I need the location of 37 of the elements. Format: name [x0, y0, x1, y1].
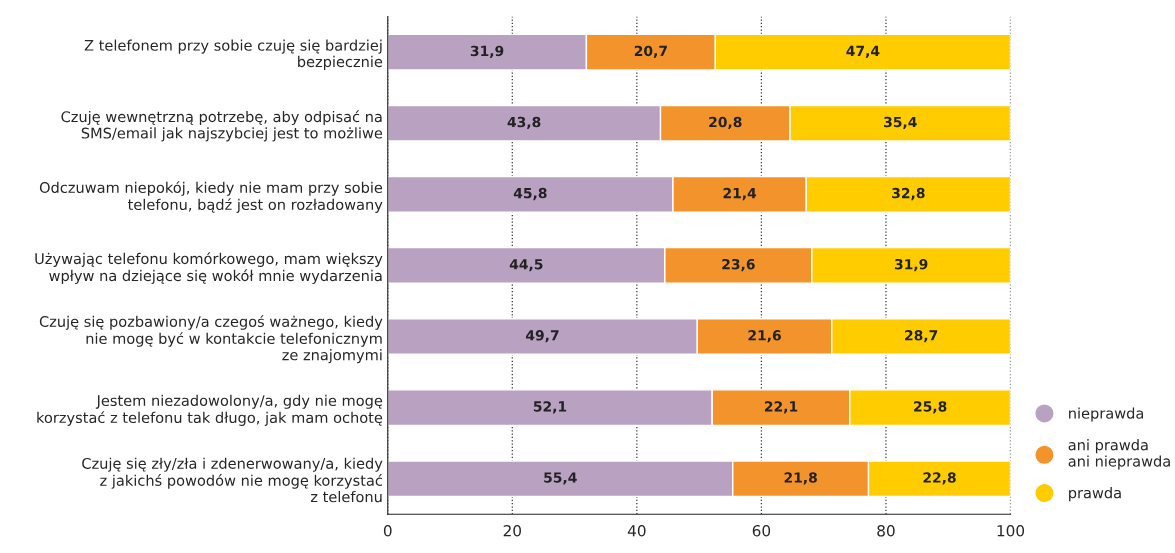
y-tick-label: Odczuwam niepokój, kiedy nie mam przy sobie telefonu, bądź jest on rozładowany — [39, 181, 383, 213]
data-label: 25,8 — [914, 401, 947, 414]
x-tick-label: 40 — [627, 524, 646, 537]
y-tick-label: Używając telefonu komórkowego, mam większy wpływ na dziejące się wokół mnie wydarzenia — [35, 252, 383, 284]
data-label: 22,1 — [764, 401, 798, 414]
data-label: 32,8 — [892, 187, 925, 201]
y-tick-label: Jestem niezadowolony/a, gdy nie mogę korzystać z telefonu tak długo, jak mam ochotę — [37, 394, 383, 426]
legend-label: nieprawda — [1069, 407, 1144, 422]
data-label: 35,4 — [884, 116, 917, 130]
y-tick-label: Czuję się zły/zła i zdenerwowany/a, kiedy z jakichś powodów nie mogę korzystać z telefonu — [82, 457, 383, 503]
legend-label: ani prawda ani nieprawda — [1068, 439, 1170, 470]
data-label: 28,7 — [905, 330, 938, 343]
data-label: 45,8 — [513, 187, 547, 201]
y-tick-label: Czuję wewnętrzną potrzebę, aby odpisać na SMS/email jak najszybciej jest to możliwe — [61, 110, 383, 142]
x-tick-label: 100 — [997, 524, 1025, 537]
data-label: 23,6 — [722, 258, 755, 272]
data-label: 52,1 — [533, 401, 567, 414]
data-label: 47,4 — [846, 45, 880, 58]
x-tick-label: 20 — [503, 524, 522, 537]
data-label: 49,7 — [526, 330, 559, 343]
data-label: 20,7 — [634, 45, 667, 58]
data-label: 22,8 — [923, 472, 956, 485]
data-label: 31,9 — [470, 45, 504, 58]
x-tick-label: 80 — [877, 524, 895, 537]
y-tick-label: Czuję się pozbawiony/a czegoś ważnego, kiedy nie mogę być w kontakcie telefonicznym ze znajomymi — [39, 315, 383, 364]
legend-label: prawda — [1069, 487, 1121, 502]
data-label: 21,6 — [748, 330, 781, 343]
data-label: 43,8 — [507, 116, 541, 130]
y-tick-label: Z telefonem przy sobie czuję się bardziej bezpiecznie — [84, 39, 383, 70]
data-label: 21,4 — [723, 187, 757, 201]
data-label: 44,5 — [509, 259, 543, 272]
data-label: 31,9 — [894, 258, 928, 272]
x-tick-label: 0 — [383, 524, 392, 537]
x-tick-label: 60 — [752, 524, 771, 537]
data-label: 55,4 — [544, 472, 577, 485]
data-label: 20,8 — [709, 116, 742, 130]
data-label: 21,8 — [784, 472, 817, 485]
